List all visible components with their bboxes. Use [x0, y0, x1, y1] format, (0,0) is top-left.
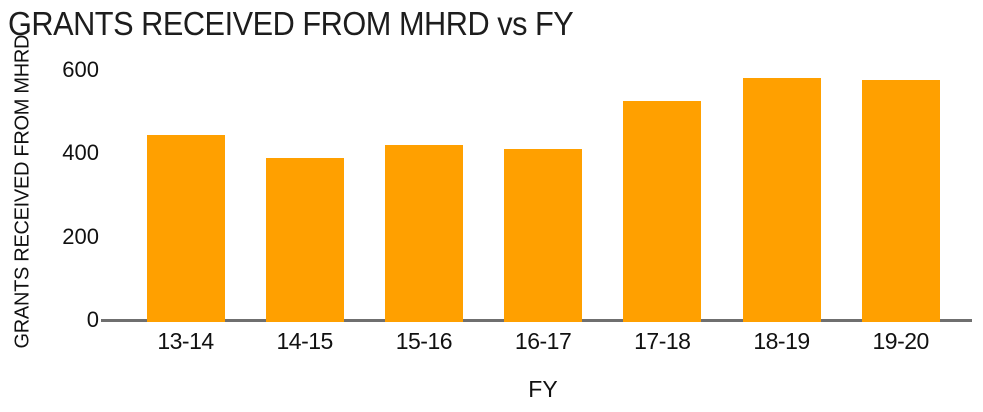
x-tick-label-19-20: 19-20: [872, 328, 930, 354]
y-tick-label-600: 600: [62, 57, 99, 82]
x-axis-title: FY: [528, 376, 558, 402]
bar-15-16: [384, 145, 463, 322]
bar-18-19: [742, 78, 821, 322]
bar-17-18: [623, 101, 702, 322]
chart-title: GRANTS RECEIVED FROM MHRD vs FY: [8, 5, 574, 42]
x-tick-label-15-16: 15-16: [395, 328, 453, 354]
x-tick-label-13-14: 13-14: [157, 328, 214, 354]
y-tick-label-200: 200: [62, 223, 99, 249]
x-tick-label-17-18: 17-18: [634, 328, 691, 354]
bar-16-17: [504, 149, 583, 322]
x-tick-label-14-15: 14-15: [276, 328, 334, 354]
bar-13-14: [146, 134, 225, 322]
bar-14-15: [265, 157, 344, 322]
x-tick-label-18-19: 18-19: [753, 328, 810, 354]
bar-19-20: [861, 80, 940, 322]
y-tick-label-400: 400: [62, 140, 99, 166]
x-tick-label-16-17: 16-17: [514, 328, 572, 354]
y-tick-label-0: 0: [86, 307, 99, 332]
